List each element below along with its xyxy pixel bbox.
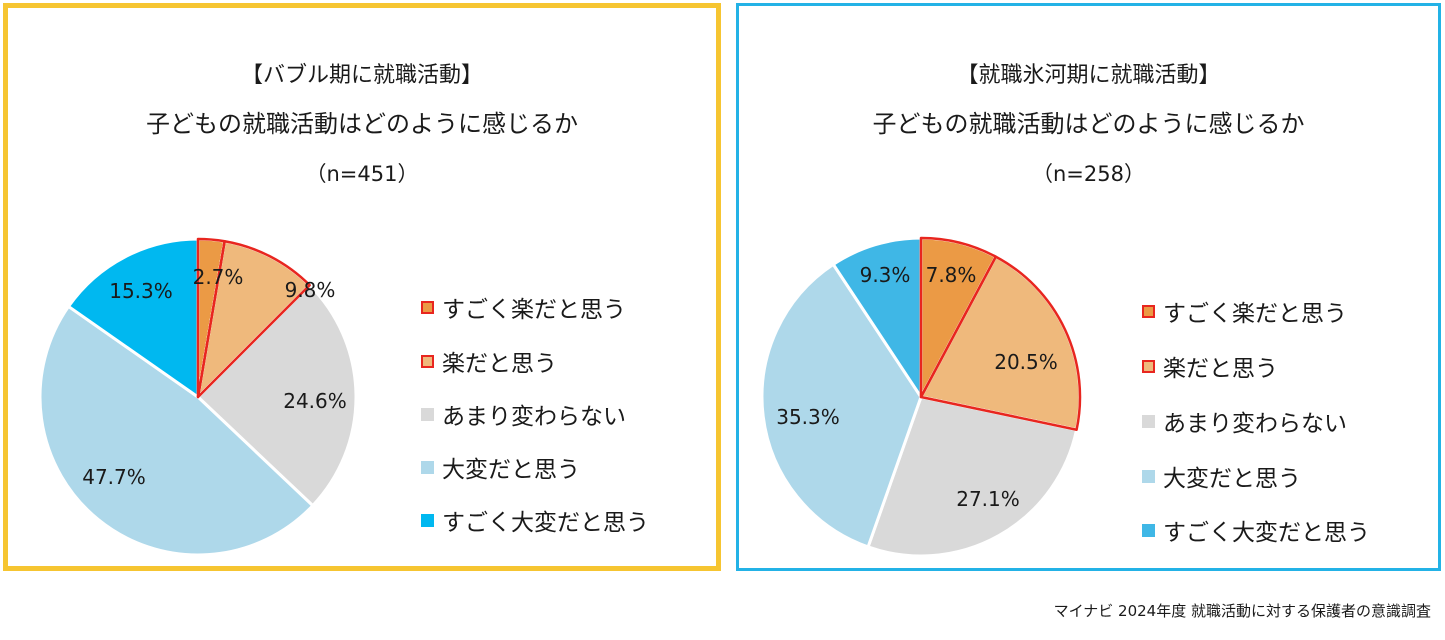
sample-size: （n=258） [1032,162,1145,186]
pie-slice [866,395,1079,558]
legend-swatch [421,354,434,368]
pie-slice-outline [919,255,1082,431]
data-label: 15.3% [109,279,173,303]
legend-swatch [421,460,434,474]
legend-item: すごく楽だと思う [421,290,626,324]
pie-slice [196,283,358,508]
data-label: 27.1% [956,487,1020,511]
legend-label: 大変だと思う [442,457,580,483]
data-label: 47.7% [82,465,146,489]
chart-panel-bubble-era: 【バブル期に就職活動】 子どもの就職活動はどのように感じるか （n=451） 2… [3,3,721,571]
legend-label: すごく大変だと思う [442,510,649,536]
legend-label: すごく大変だと思う [1163,520,1370,546]
source-note: マイナビ 2024年度 就職活動に対する保護者の意識調査 [1053,602,1431,620]
data-label: 35.3% [776,405,840,429]
legend-swatch [1142,359,1155,373]
legend-item: 大変だと思う [421,450,580,484]
data-label: 9.3% [860,263,911,287]
legend-label: すごく楽だと思う [1163,301,1347,327]
pie-slice [38,304,315,557]
pie-slice-outline [196,240,311,399]
pie-chart: 7.8% 20.5% 27.1% 35.3% 9.3% [760,236,1082,558]
legend-swatch [1142,523,1155,537]
legend-label: すごく楽だと思う [442,297,626,323]
legend-label: あまり変わらない [442,404,626,430]
chart-subtitle: 子どもの就職活動はどのように感じるか [872,110,1305,138]
chart-panel-ice-age: 【就職氷河期に就職活動】 子どもの就職活動はどのように感じるか （n=258） … [736,3,1441,571]
data-label: 9.8% [285,278,336,302]
chart-subtitle: 子どもの就職活動はどのように感じるか [146,110,578,138]
legend-label: 大変だと思う [1163,466,1301,492]
data-label: 2.7% [193,265,244,289]
pie-chart: 2.7% 9.8% 24.6% 47.7% 15.3% [38,237,358,557]
pie-slice [760,262,923,549]
legend-item: あまり変わらない [421,397,626,431]
legend-item: すごく大変だと思う [421,503,649,537]
chart-title: 【バブル期に就職活動】 [240,63,483,88]
legend-swatch [421,407,434,421]
legend-swatch [421,513,434,527]
data-label: 20.5% [994,350,1058,374]
legend-swatch [1142,469,1155,483]
legend-item: あまり変わらない [1142,404,1347,438]
legend-label: あまり変わらない [1163,411,1347,437]
legend-item: 大変だと思う [1142,459,1301,493]
legend-swatch [1142,414,1155,428]
legend-item: すごく大変だと思う [1142,513,1370,547]
legend-label: 楽だと思う [442,351,557,377]
legend-item: すごく楽だと思う [1142,294,1347,328]
legend-swatch [421,300,434,314]
data-label: 7.8% [926,263,977,287]
legend-item: 楽だと思う [1142,349,1278,383]
legend-label: 楽だと思う [1163,356,1278,382]
pie-slice [831,236,923,399]
legend-swatch [1142,304,1155,318]
data-label: 24.6% [283,389,347,413]
sample-size: （n=451） [305,162,419,186]
chart-title: 【就職氷河期に就職活動】 [956,63,1221,88]
legend-item: 楽だと思う [421,344,557,378]
pie-slice [67,237,200,399]
